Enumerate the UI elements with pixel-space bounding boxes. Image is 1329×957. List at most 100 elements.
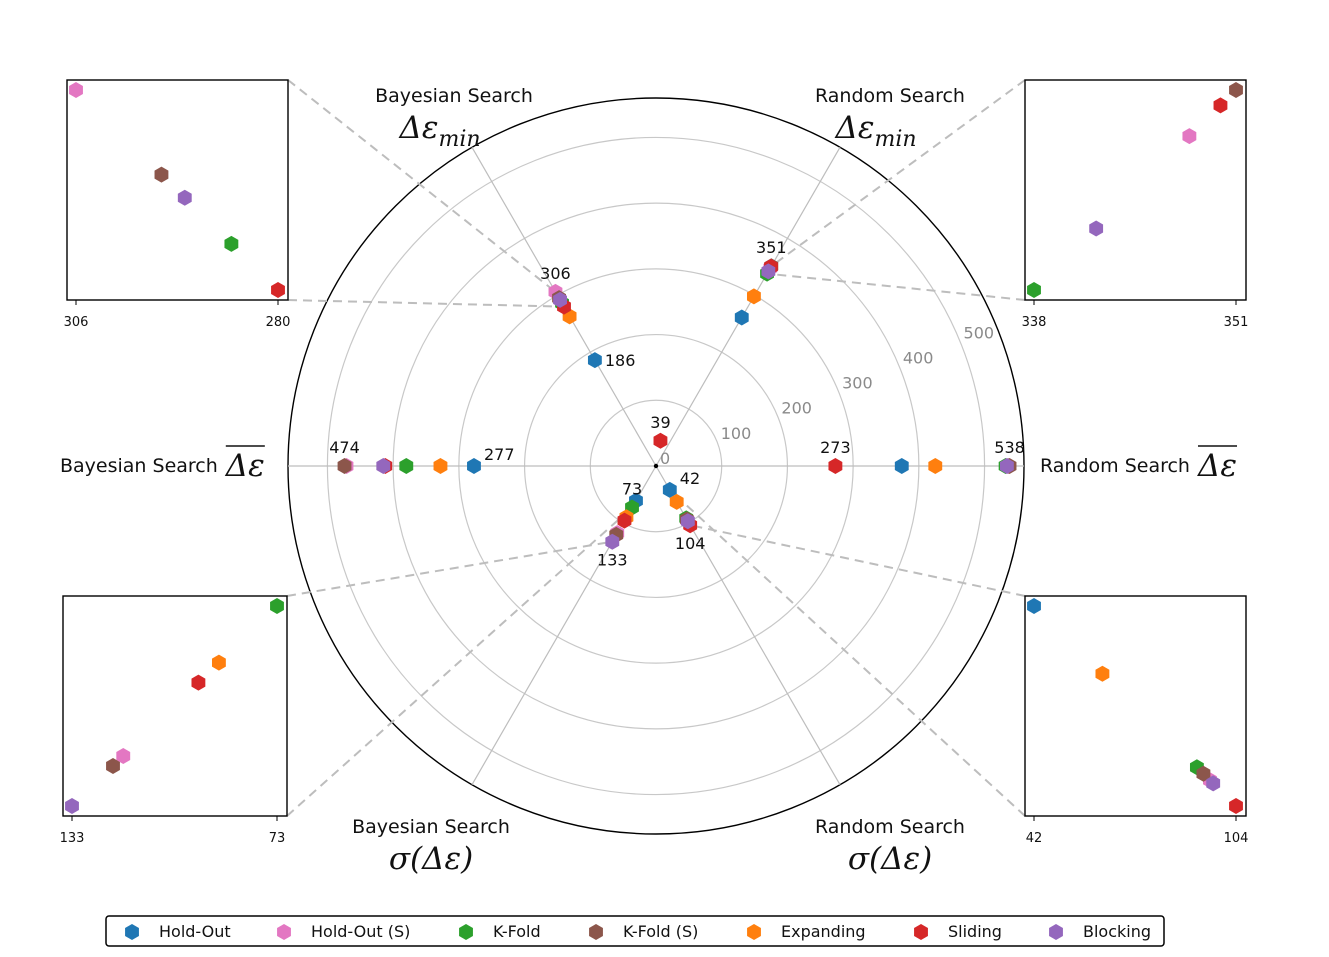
value-label-186: 186 xyxy=(605,351,636,370)
legend-item-blocking: Blocking xyxy=(1049,922,1151,941)
axis-label-name: Random Search xyxy=(815,85,965,107)
point-extra-sliding xyxy=(653,432,668,449)
point-expanding-bayes_mean xyxy=(433,458,448,474)
connector-bottom-right-b xyxy=(669,489,1026,817)
radial-tick-labels: 0 100 200 300 400 500 xyxy=(660,323,994,468)
value-label-277: 277 xyxy=(484,445,515,464)
inset-point-blocking xyxy=(65,798,79,814)
axis-label-name: Bayesian Search xyxy=(375,85,533,107)
inset-point-sliding xyxy=(1229,798,1243,814)
value-label-306: 306 xyxy=(540,264,571,283)
point-blocking-rand_std xyxy=(680,513,695,530)
value-labels: 306 186 351 474 277 273 538 73 133 42 104 39 xyxy=(329,238,1025,569)
connector-top-right-b xyxy=(766,272,1026,301)
axis-label-rand_min: Random Search Δεmin xyxy=(815,85,965,152)
inset-point-k-fold-s- xyxy=(1229,82,1243,98)
value-label-104: 104 xyxy=(675,534,706,553)
point-expanding-rand_min xyxy=(746,288,761,305)
inset-frame xyxy=(1024,79,1247,301)
value-label-42: 42 xyxy=(680,469,700,488)
spoke-rand_min xyxy=(655,147,841,467)
legend-marker xyxy=(747,924,761,940)
inset-frame xyxy=(66,79,289,301)
value-label-351: 351 xyxy=(756,238,787,257)
r-tick-label-300: 300 xyxy=(842,374,873,393)
legend-label: Blocking xyxy=(1083,922,1151,941)
inset-point-k-fold-s- xyxy=(154,166,169,183)
inset-point-sliding xyxy=(271,282,285,298)
inset-tick-lo: 133 xyxy=(60,831,85,846)
inset-frame xyxy=(62,595,288,817)
legend: Hold-Out Hold-Out (S) K-Fold K-Fold (S) Expa… xyxy=(105,915,1165,947)
r-tick-label-500: 500 xyxy=(964,323,995,342)
legend-label: Hold-Out (S) xyxy=(311,922,410,941)
axis-label-math: σ(Δε) xyxy=(389,841,473,877)
axis-label-name: Bayesian Search xyxy=(352,816,510,838)
legend-label: Sliding xyxy=(948,922,1002,941)
point-hold-out-rand_min xyxy=(734,309,749,326)
legend-item-sliding: Sliding xyxy=(914,922,1002,941)
axis-label-math: Δεmin xyxy=(834,110,916,152)
axis-label-name: Random Search xyxy=(1040,455,1190,477)
inset-tick-hi: 104 xyxy=(1224,831,1249,846)
inset-point-k-fold xyxy=(224,235,239,252)
inset-tick-hi: 351 xyxy=(1224,315,1249,330)
inset-point-k-fold-s- xyxy=(1196,765,1211,782)
inset-point-blocking xyxy=(1206,775,1221,792)
legend-marker xyxy=(459,924,473,940)
inset-bottom-right: 42 104 xyxy=(1024,595,1249,846)
polar-grid xyxy=(287,97,1025,835)
inset-point-hold-out-s- xyxy=(1182,128,1197,145)
inset-tick-hi: 73 xyxy=(269,831,286,846)
connector-top-left-b xyxy=(287,299,565,308)
data-points xyxy=(337,258,1017,550)
axis-label-bayes_min: Bayesian Search Δεmin xyxy=(375,85,533,152)
axis-label-subscript: min xyxy=(874,127,916,152)
inset-point-blocking xyxy=(1089,220,1104,237)
axis-label-math: Δε xyxy=(225,448,265,484)
legend-item-expanding: Expanding xyxy=(747,922,866,941)
axis-label-math: σ(Δε) xyxy=(848,841,932,877)
axis-label-bayes_mean: Bayesian Search Δε xyxy=(60,445,265,484)
point-k-fold-s--bayes_mean xyxy=(337,458,352,474)
point-sliding-bayes_std xyxy=(617,512,632,529)
value-label-474: 474 xyxy=(329,438,360,457)
point-sliding-rand_mean xyxy=(828,458,843,474)
inset-bottom-left: 133 73 xyxy=(60,595,288,846)
inset-point-sliding xyxy=(1213,97,1228,114)
inset-point-hold-out-s- xyxy=(69,82,83,98)
value-label-39: 39 xyxy=(650,413,670,432)
connector-top-left-a xyxy=(287,79,557,293)
legend-label: Hold-Out xyxy=(159,922,231,941)
legend-marker xyxy=(589,924,603,940)
axis-label-rand_std: Random Search σ(Δε) xyxy=(815,816,965,877)
legend-item-k-fold-s-: K-Fold (S) xyxy=(589,922,698,941)
inset-point-k-fold xyxy=(270,598,284,614)
inset-point-expanding xyxy=(1095,665,1110,682)
inset-tick-lo: 42 xyxy=(1026,831,1043,846)
value-label-538: 538 xyxy=(994,438,1025,457)
center-dot xyxy=(653,463,659,469)
zoom-insets: 306 280 338 351 133 73 42 104 xyxy=(60,79,1249,846)
inset-point-hold-out-s- xyxy=(116,748,131,764)
axis-label-bayes_std: Bayesian Search σ(Δε) xyxy=(352,816,510,877)
legend-label: K-Fold (S) xyxy=(623,922,698,941)
point-hold-out-bayes_mean xyxy=(467,458,481,474)
inset-point-hold-out xyxy=(1027,598,1041,614)
point-expanding-rand_std xyxy=(669,493,684,510)
legend-label: Expanding xyxy=(781,922,866,941)
value-label-133: 133 xyxy=(597,551,628,570)
legend-marker xyxy=(1049,924,1063,940)
legend-label: K-Fold xyxy=(493,922,541,941)
inset-point-expanding xyxy=(211,654,226,671)
inset-point-k-fold xyxy=(1027,282,1041,298)
point-blocking-bayes_min xyxy=(553,291,567,308)
value-label-73: 73 xyxy=(622,480,642,499)
connector-bottom-left-a xyxy=(286,540,613,597)
r-tick-label-400: 400 xyxy=(903,348,934,367)
connector-bottom-right-a xyxy=(689,524,1026,597)
axis-label-name: Bayesian Search xyxy=(60,455,218,477)
r-tick-label-0: 0 xyxy=(660,449,670,468)
